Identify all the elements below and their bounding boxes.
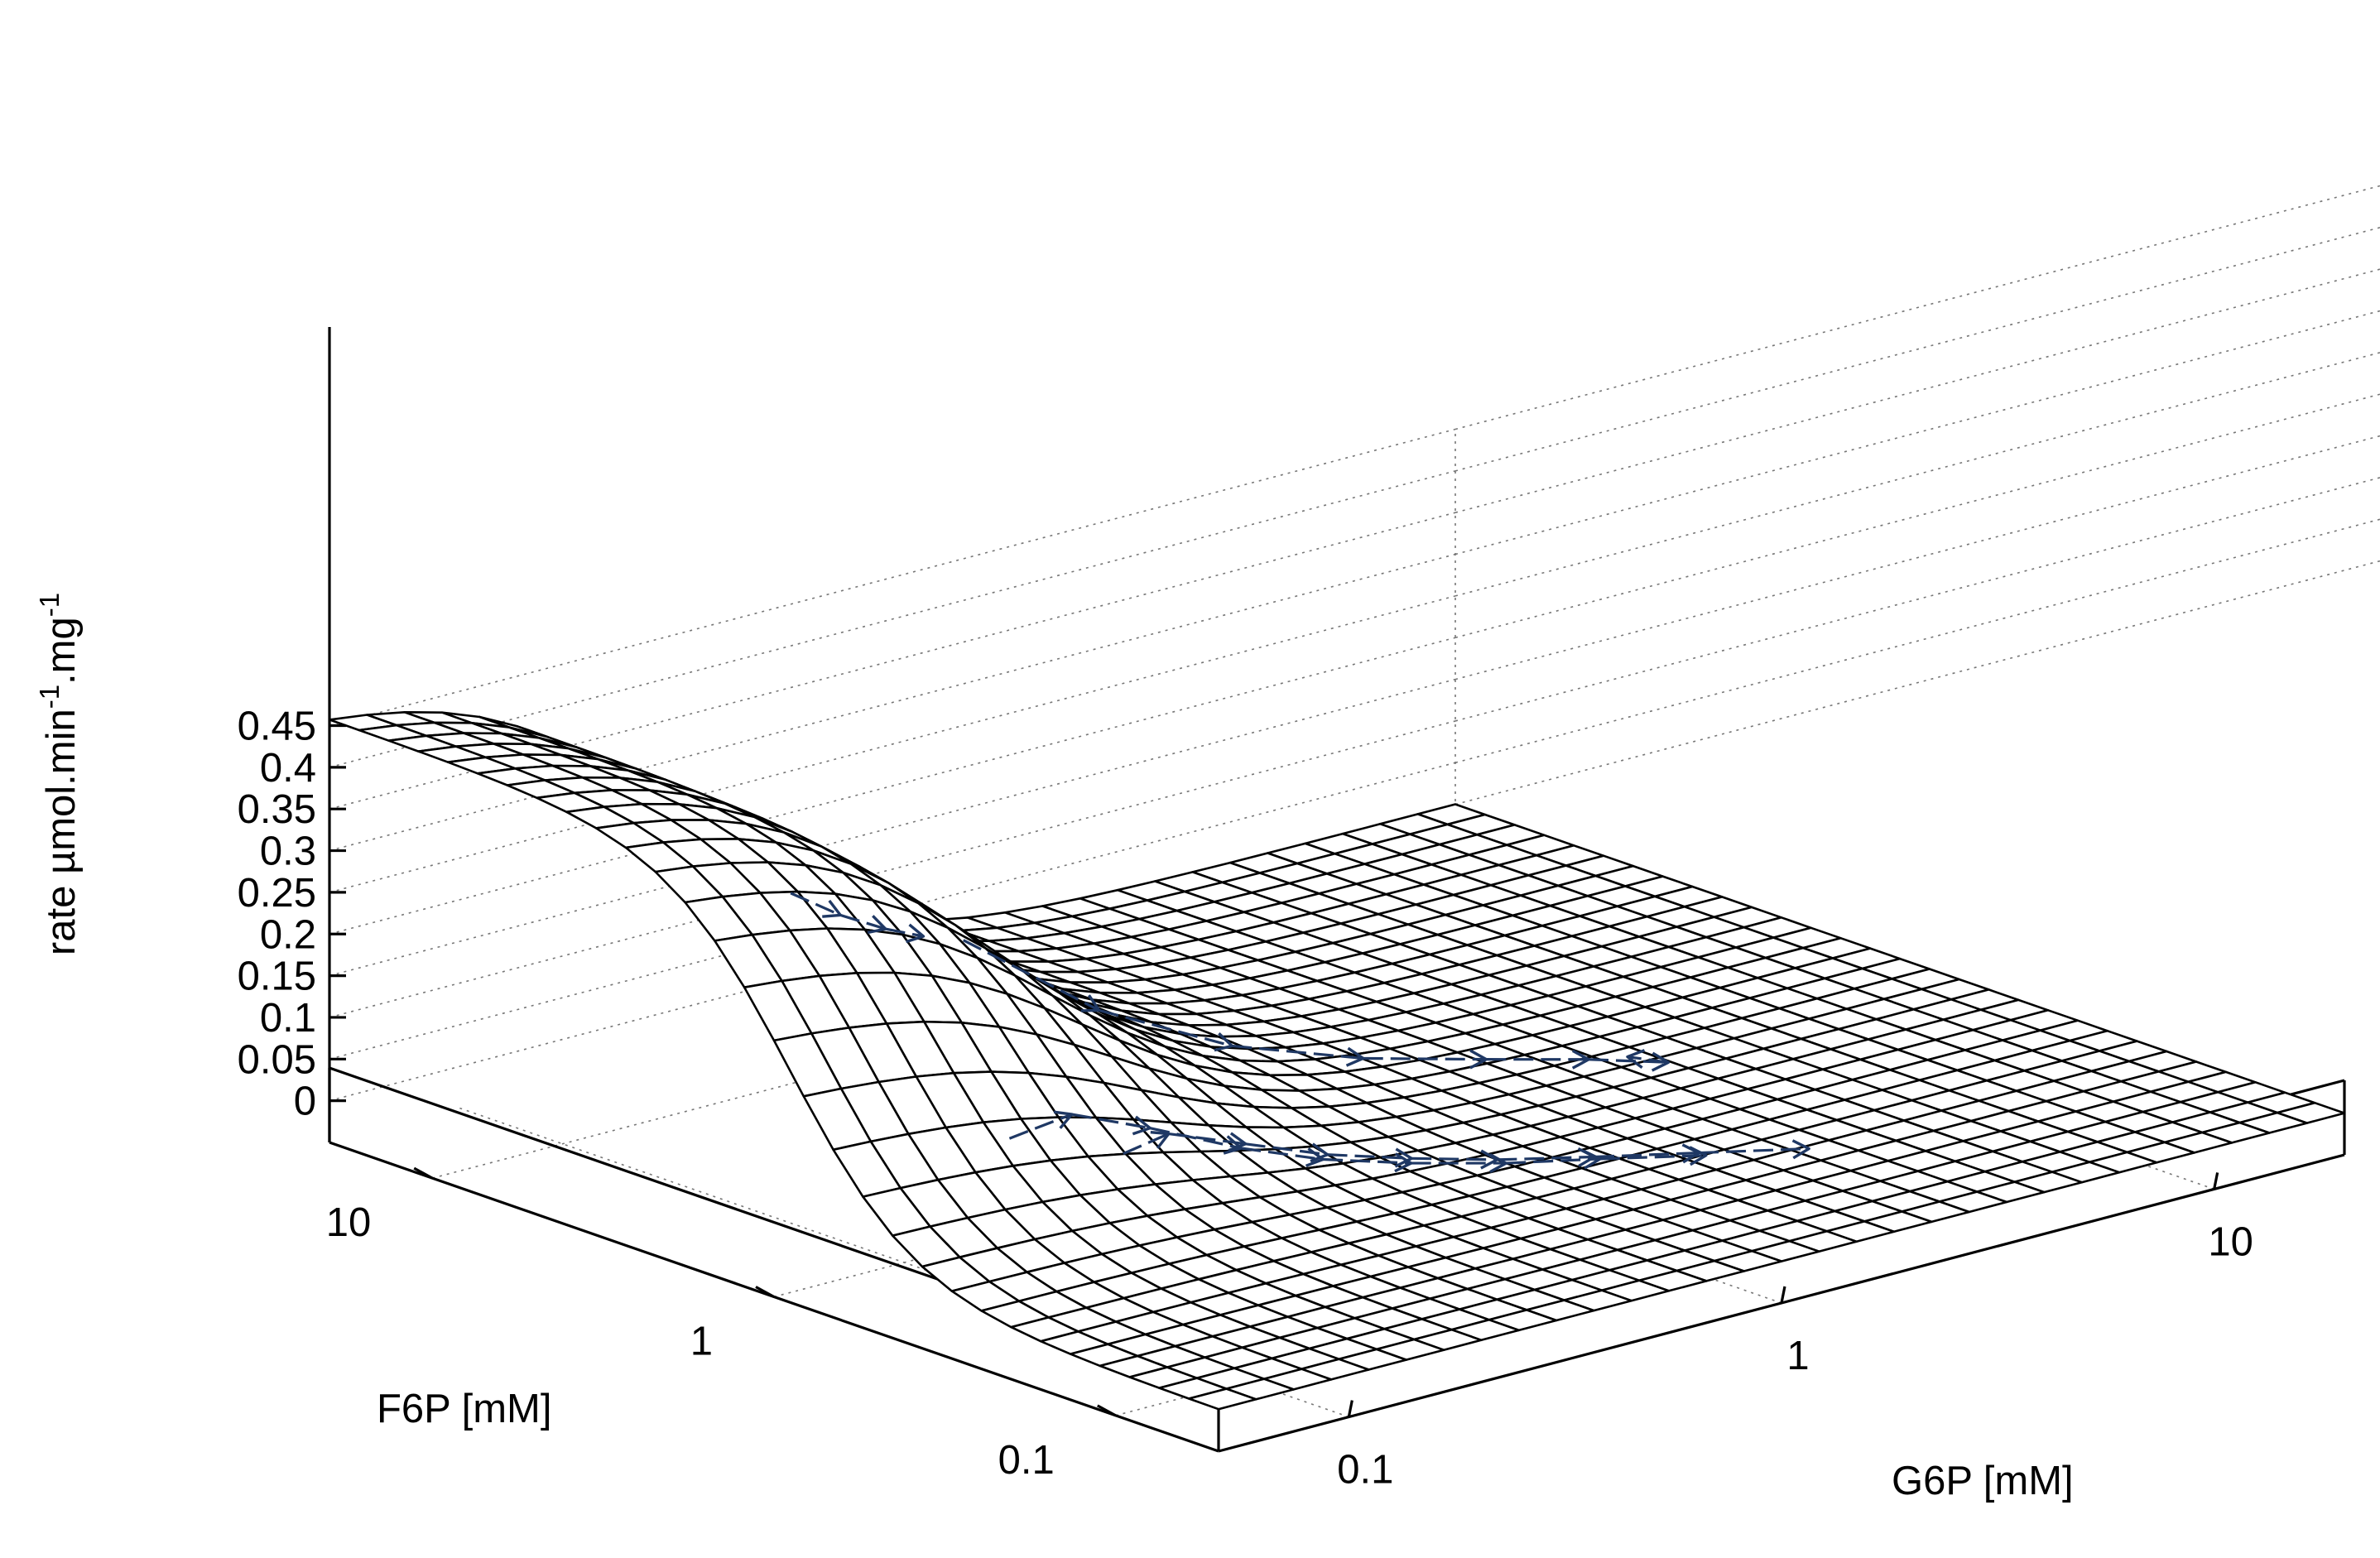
z-tick-label: 0.1: [260, 996, 316, 1041]
trajectory-segment: [1241, 1147, 1324, 1161]
z-tick-label: 0: [294, 1080, 316, 1124]
wall-gridline-right: [1454, 268, 2380, 513]
trajectory-segment: [1506, 1157, 1600, 1165]
y-tick-mark: [413, 1166, 434, 1180]
trajectory-segment: [1232, 1044, 1363, 1060]
z-tick-label: 0.2: [260, 912, 316, 957]
z-tick-label: 0.4: [260, 746, 316, 791]
wall-gridline-left: [329, 678, 1456, 977]
trajectory-arrowhead: [1689, 1146, 1708, 1166]
trajectory-segment: [1071, 1113, 1151, 1130]
y-axis-title: F6P [mM]: [377, 1387, 551, 1431]
trajectory-segment: [1323, 1157, 1411, 1165]
trajectory-segment: [1411, 1156, 1498, 1161]
z-tick-label: 0.05: [238, 1037, 316, 1082]
y-tick-label: 1: [690, 1320, 713, 1364]
trajectory-segment: [1363, 1056, 1487, 1061]
trajectory-segment: [1123, 1132, 1170, 1156]
trajectory-segment: [839, 913, 887, 930]
surface-mesh: [328, 710, 2346, 1411]
trajectory-segment: [1699, 1147, 1810, 1155]
trajectory-arrowhead: [905, 923, 926, 944]
trajectory-segment: [1627, 1055, 1669, 1064]
wall-gridline-right: [1454, 435, 2380, 680]
wall-gridline-left: [329, 637, 1456, 935]
wall-gridline-left: [329, 553, 1456, 852]
wall-gridline-left: [329, 428, 1456, 727]
z-tick-label: 0.45: [238, 704, 316, 749]
wall-gridline-left: [329, 595, 1456, 893]
z-axis-title: rate µmol.min-1.mg-1: [34, 593, 84, 955]
wall-gridline-right: [1454, 518, 2380, 764]
y-tick-mark: [1096, 1404, 1117, 1417]
wall-gridline-right: [1454, 185, 2380, 430]
z-tick-label: 0.35: [238, 787, 316, 832]
trajectory-segment: [1149, 1127, 1242, 1150]
y-tick-label: 10: [326, 1200, 372, 1245]
trajectory-segment: [1099, 1008, 1233, 1048]
y-tick-label: 0.1: [998, 1438, 1055, 1483]
z-tick-label: 0.25: [238, 871, 316, 916]
x-tick-label: 10: [2208, 1219, 2253, 1264]
wall-gridline-right: [1454, 393, 2380, 639]
x-tick-mark: [1780, 1286, 1786, 1304]
wall-gridline-right: [1454, 310, 2380, 555]
z-tick-label: 0.3: [260, 829, 316, 874]
x-tick-label: 1: [1786, 1334, 1809, 1378]
x-tick-mark: [1347, 1400, 1353, 1417]
trajectory-arrows: [790, 892, 1810, 1174]
z-tick-label: 0.15: [238, 955, 316, 999]
y-tick-mark: [755, 1286, 775, 1298]
wall-gridline-left: [329, 470, 1456, 768]
trajectory-segment: [1599, 1154, 1706, 1161]
f6p-axis: 0.1 1 10: [326, 1166, 1117, 1483]
trajectory-segment: [1594, 1151, 1700, 1159]
x-tick-label: 0.1: [1337, 1448, 1393, 1493]
wall-gridline-right: [1454, 477, 2380, 722]
back-wall-grid-lines: [329, 185, 2380, 1102]
g6p-axis: 0.1 1 10: [1337, 1172, 2253, 1493]
trajectory-segment: [1008, 1113, 1073, 1140]
z-axis: 00.050.10.150.20.250.30.350.40.45: [238, 327, 346, 1142]
trajectory-segment: [790, 892, 841, 916]
x-axis-title: G6P [mM]: [1892, 1459, 2074, 1503]
trajectory-segment: [1327, 1153, 1412, 1160]
trajectory-arrowhead: [1791, 1139, 1810, 1160]
trajectory-segment: [962, 939, 1100, 1012]
trajectory-segment: [1497, 1155, 1595, 1161]
wall-gridline-right: [1454, 560, 2380, 805]
wall-gridline-right: [1454, 227, 2380, 472]
wall-gridline-right: [1454, 352, 2380, 597]
wall-gridline-left: [329, 720, 1456, 1018]
trajectory-arrowhead: [1626, 1049, 1646, 1069]
trajectory-segment: [885, 927, 924, 938]
surface-cell: [1187, 1387, 1257, 1411]
x-tick-mark: [2213, 1172, 2219, 1190]
